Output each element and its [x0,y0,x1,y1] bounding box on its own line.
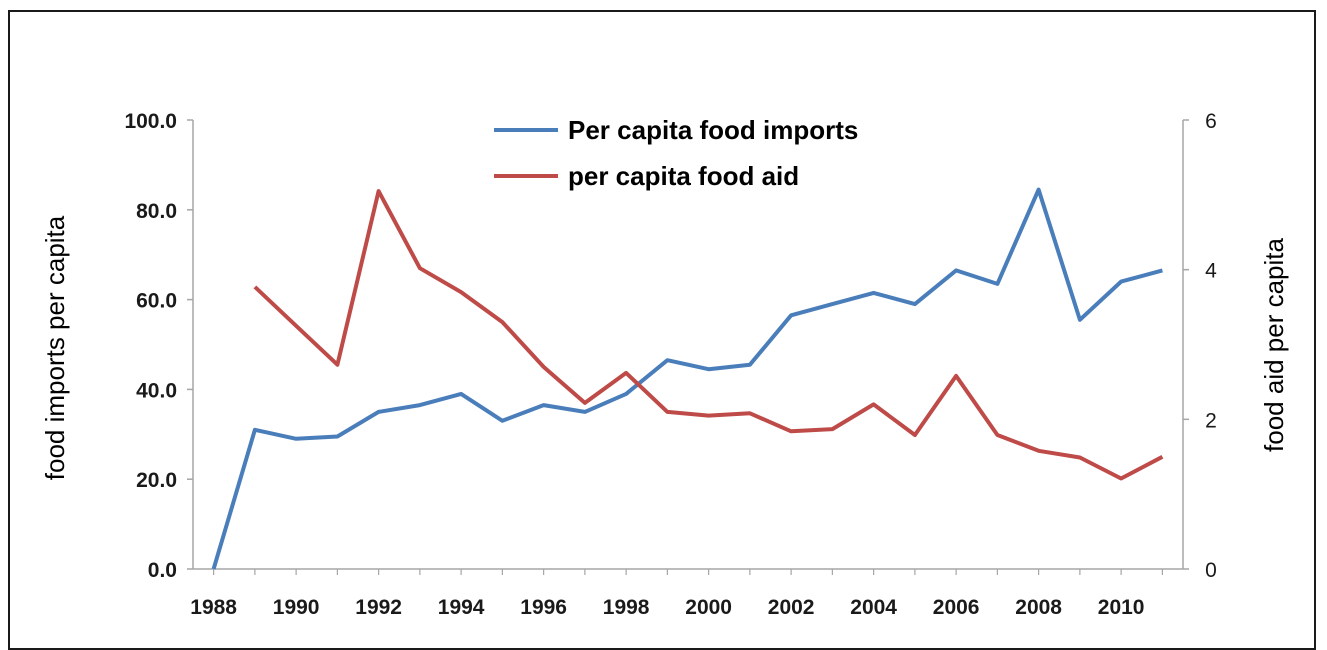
chart-frame [8,10,1316,650]
right-y-ticks: 0 2 4 6 [1183,110,1217,582]
legend-label-aid: per capita food aid [568,161,799,191]
right-y-tick-label: 4 [1205,260,1217,283]
left-y-tick-label: 20.0 [136,469,177,492]
legend-label-imports: Per capita food imports [568,115,858,145]
x-tick-label: 2002 [768,596,815,619]
left-y-tick-label: 0.0 [148,559,177,582]
aid-series-line [253,189,1164,481]
x-tick-label: 1988 [190,596,237,619]
right-axis-title: food aid per capita [1259,238,1289,452]
right-y-tick-label: 2 [1205,409,1217,432]
imports-series-line [211,187,1163,570]
x-tick-label: 2000 [685,596,732,619]
legend: Per capita food imports per capita food … [494,115,858,191]
left-y-tick-label: 80.0 [136,200,177,223]
left-axis-title: food imports per capita [40,215,70,480]
x-tick-label: 1996 [520,596,567,619]
x-tick-label: 2006 [933,596,980,619]
x-ticks: 1988 1990 1992 1994 1996 1998 2000 2002 2004 2006… [190,569,1163,619]
left-y-tick-label: 40.0 [136,379,177,402]
x-tick-label: 1990 [273,596,320,619]
left-y-tick-label: 60.0 [136,290,177,313]
axes [192,120,1184,570]
left-y-ticks: 0.0 20.0 40.0 60.0 80.0 100.0 [124,110,193,582]
x-tick-label: 1994 [438,596,485,619]
right-y-tick-label: 6 [1205,110,1217,133]
x-tick-label: 2010 [1098,596,1145,619]
left-y-tick-label: 100.0 [124,110,177,133]
x-tick-label: 2008 [1015,596,1062,619]
x-tick-label: 2004 [850,596,897,619]
series-lines [211,187,1164,570]
x-tick-label: 1998 [603,596,650,619]
right-y-tick-label: 0 [1205,559,1217,582]
x-tick-label: 1992 [355,596,402,619]
